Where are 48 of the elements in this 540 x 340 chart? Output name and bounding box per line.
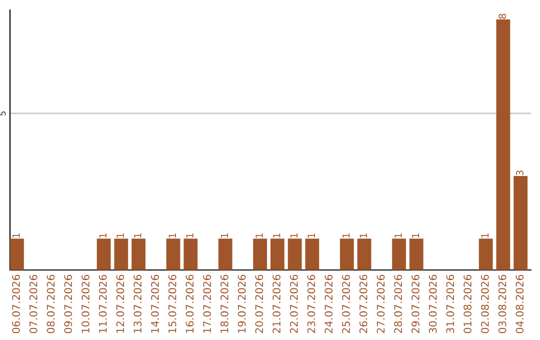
data-label: 1 [481, 233, 489, 238]
x-tick-label: 19.07.2026 [238, 274, 246, 333]
x-tick-label: 20.07.2026 [255, 274, 264, 334]
data-label: 1 [273, 233, 280, 238]
data-label: 1 [99, 233, 106, 238]
data-label: 1 [220, 233, 228, 238]
x-tick-label: 28.07.2026 [394, 274, 402, 334]
x-tick-label: 04.08.2026 [516, 274, 524, 334]
x-tick-label: 14.07.2026 [151, 274, 159, 333]
x-tick-label: 10.07.2026 [82, 274, 90, 333]
data-label: 8 [498, 14, 506, 19]
x-tick-label: 27.07.2026 [376, 274, 385, 334]
x-tick-label: 18.07.2026 [220, 274, 228, 333]
x-tick-label: 22.07.2026 [290, 274, 298, 334]
data-label: 1 [308, 233, 315, 238]
data-label: 1 [134, 233, 142, 238]
x-tick-label: 23.07.2026 [307, 274, 316, 334]
x-tick-label: 21.07.2026 [272, 274, 280, 334]
x-tick-label: 15.07.2026 [168, 274, 176, 333]
data-label: 1 [360, 233, 367, 238]
x-tick-label: 03.08.2026 [498, 274, 506, 334]
x-tick-label: 09.07.2026 [64, 274, 72, 334]
x-tick-label: 12.07.2026 [116, 274, 124, 333]
x-tick-label: 25.07.2026 [342, 274, 350, 334]
data-label: 1 [342, 233, 350, 238]
x-tick-label: 08.07.2026 [46, 274, 55, 334]
x-tick-label: 31.07.2026 [446, 274, 454, 334]
data-label: 1 [256, 233, 263, 238]
x-tick-label: 30.07.2026 [428, 274, 437, 334]
x-tick-label: 02.08.2026 [480, 274, 489, 334]
data-label: 1 [12, 233, 20, 238]
x-tick-label: 26.07.2026 [359, 274, 368, 334]
x-tick-label: 29.07.2026 [412, 274, 420, 334]
data-label: 1 [186, 233, 194, 238]
data-label: 3 [516, 170, 524, 176]
data-label: 1 [290, 233, 298, 238]
x-tick-label: 13.07.2026 [134, 274, 142, 333]
data-label: 1 [168, 233, 176, 238]
data-label: 1 [412, 233, 420, 238]
x-tick-label: 17.07.2026 [203, 274, 211, 333]
data-label: 1 [394, 233, 402, 238]
x-tick-label: 24.07.2026 [324, 274, 333, 334]
x-tick-label: 06.07.2026 [12, 274, 20, 334]
x-tick-label: 01.08.2026 [464, 274, 472, 334]
x-tick-label: 11.07.2026 [98, 274, 107, 333]
x-tick-label: 07.07.2026 [29, 274, 38, 334]
data-label: 1 [116, 233, 124, 238]
x-tick-label: 16.07.2026 [186, 274, 194, 333]
